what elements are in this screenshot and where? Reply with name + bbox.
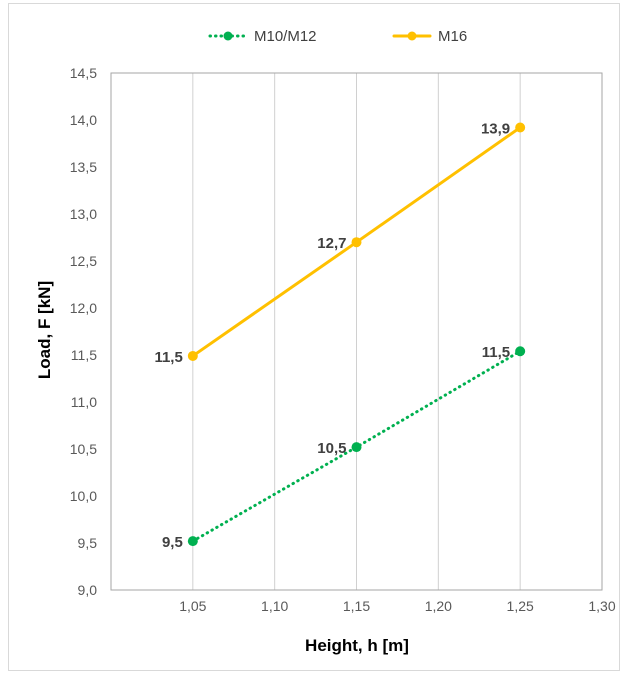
data-label: 11,5 xyxy=(482,344,510,361)
y-tick-label: 11,5 xyxy=(71,347,97,363)
y-tick-label: 10,5 xyxy=(70,441,97,457)
legend-swatch-marker xyxy=(223,31,233,41)
series-points xyxy=(187,122,526,547)
y-tick-label: 9,5 xyxy=(78,535,98,551)
legend-swatch-marker xyxy=(407,31,417,41)
data-label: 10,5 xyxy=(317,440,346,457)
y-tick-label: 11,0 xyxy=(71,394,97,410)
x-tick-label: 1,15 xyxy=(343,598,370,614)
y-tick-label: 10,0 xyxy=(70,488,97,504)
plot-border xyxy=(110,72,603,591)
data-label: 9,5 xyxy=(162,534,183,551)
y-tick-label: 12,0 xyxy=(70,300,97,316)
data-point xyxy=(515,346,526,357)
data-label: 13,9 xyxy=(481,121,510,138)
y-tick-label: 13,0 xyxy=(70,206,97,222)
gridlines xyxy=(110,72,603,591)
data-point xyxy=(187,350,198,361)
legend-item: M16 xyxy=(392,28,467,45)
data-point xyxy=(187,536,198,547)
y-tick-label: 9,0 xyxy=(78,582,98,598)
data-labels: 9,5 10,5 11,5 11,5 12,7 13,9 xyxy=(154,121,510,552)
y-axis-title: Load, F [kN] xyxy=(35,281,54,379)
data-point xyxy=(515,122,526,133)
legend-item: M10/M12 xyxy=(208,28,317,45)
x-tick-label: 1,20 xyxy=(425,598,452,614)
x-axis-title: Height, h [m] xyxy=(305,636,409,655)
y-tick-label: 12,5 xyxy=(70,253,97,269)
y-tick-label: 13,5 xyxy=(70,159,97,175)
x-tick-label: 1,10 xyxy=(261,598,288,614)
y-tick-labels: 9,0 9,5 10,0 10,5 11,0 11,5 12,0 12,5 13,0 13,5 14… xyxy=(70,65,97,598)
legend-label: M10/M12 xyxy=(254,28,317,45)
chart-frame xyxy=(8,3,620,671)
data-point xyxy=(351,237,362,248)
data-label: 11,5 xyxy=(154,349,182,366)
legend: M10/M12 M16 xyxy=(208,28,467,45)
data-label: 12,7 xyxy=(317,235,346,252)
y-tick-label: 14,0 xyxy=(70,112,97,128)
data-point xyxy=(351,442,362,453)
y-tick-label: 14,5 xyxy=(70,65,97,81)
x-tick-label: 1,05 xyxy=(179,598,206,614)
x-tick-label: 1,25 xyxy=(507,598,534,614)
x-tick-label: 1,30 xyxy=(588,598,615,614)
x-tick-labels: 1,05 1,10 1,15 1,20 1,25 1,30 xyxy=(179,598,616,614)
legend-label: M16 xyxy=(438,28,467,45)
